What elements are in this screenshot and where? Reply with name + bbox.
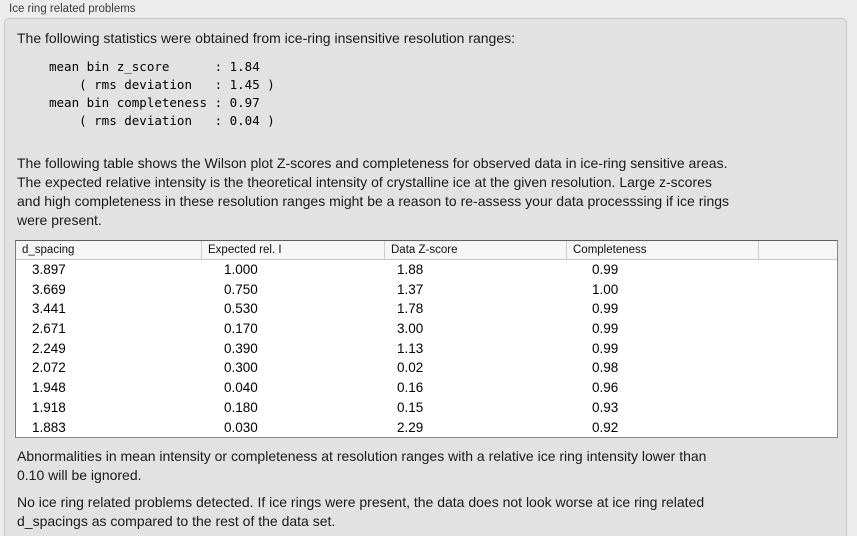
table-cell: 3.00 xyxy=(397,321,424,337)
table-cell: 0.300 xyxy=(224,360,258,376)
table-cell: 0.99 xyxy=(592,301,619,317)
table-cell: 0.02 xyxy=(397,360,424,376)
table-cell xyxy=(759,280,837,300)
table-cell: 0.99 xyxy=(592,321,619,337)
column-header-data-z-score[interactable]: Data Z-score xyxy=(385,241,567,259)
table-cell: 0.170 xyxy=(224,321,258,337)
table-cell: 0.390 xyxy=(224,340,258,356)
table-cell: 1.000 xyxy=(224,262,258,277)
table-cell: 3.897 xyxy=(32,262,66,277)
table-cell xyxy=(759,398,837,418)
table-row[interactable]: 1.883 0.030 2.29 0.92 xyxy=(16,417,837,438)
ice-ring-group-box: The following statistics were obtained f… xyxy=(4,18,847,536)
table-cell: 3.669 xyxy=(32,281,66,297)
table-cell: 1.13 xyxy=(397,340,424,356)
table-cell: 0.530 xyxy=(224,301,258,317)
table-cell: 2.671 xyxy=(32,321,66,337)
panel-title: Ice ring related problems xyxy=(9,3,136,15)
table-cell: 0.16 xyxy=(397,380,424,396)
table-cell: 0.99 xyxy=(592,262,619,277)
table-cell: 0.750 xyxy=(224,281,258,297)
column-header-empty[interactable] xyxy=(759,241,837,259)
table-cell: 1.883 xyxy=(32,419,66,435)
ignore-note-text: Abnormalities in mean intensity or compl… xyxy=(17,448,707,483)
column-header-expected-rel-i[interactable]: Expected rel. I xyxy=(202,241,385,259)
table-row[interactable]: 3.897 1.000 1.88 0.99 xyxy=(16,260,837,280)
table-body: 3.897 1.000 1.88 0.99 3.669 0.750 1.37 1.00 3.44… xyxy=(16,260,837,437)
table-cell xyxy=(759,299,837,319)
table-cell: 0.98 xyxy=(592,360,619,376)
table-cell xyxy=(759,339,837,359)
table-cell: 1.948 xyxy=(32,380,66,396)
conclusion-text: No ice ring related problems detected. I… xyxy=(17,494,705,529)
table-cell xyxy=(759,418,837,438)
table-cell: 1.37 xyxy=(397,281,424,297)
table-cell: 0.96 xyxy=(592,380,619,396)
table-cell: 0.180 xyxy=(224,399,258,415)
table-cell: 0.040 xyxy=(224,380,258,396)
table-cell: 0.15 xyxy=(397,399,424,415)
table-row[interactable]: 1.948 0.040 0.16 0.96 xyxy=(16,378,837,398)
table-row[interactable]: 2.671 0.170 3.00 0.99 xyxy=(16,319,837,339)
table-cell xyxy=(759,378,837,398)
table-cell: 1.78 xyxy=(397,301,424,317)
table-cell: 2.249 xyxy=(32,340,66,356)
table-cell: 0.92 xyxy=(592,419,619,435)
table-cell: 2.072 xyxy=(32,360,66,376)
table-cell: 0.93 xyxy=(592,399,619,415)
table-row[interactable]: 3.669 0.750 1.37 1.00 xyxy=(16,279,837,300)
table-row[interactable]: 2.072 0.300 0.02 0.98 xyxy=(16,358,837,379)
table-row[interactable]: 2.249 0.390 1.13 0.99 xyxy=(16,338,837,359)
table-cell xyxy=(759,358,837,378)
table-cell: 1.00 xyxy=(592,281,619,297)
table-row[interactable]: 1.918 0.180 0.15 0.93 xyxy=(16,397,837,418)
table-cell: 0.030 xyxy=(224,419,258,435)
table-cell xyxy=(759,260,837,280)
table-cell: 1.88 xyxy=(397,262,424,277)
table-intro-text: The following table shows the Wilson plo… xyxy=(17,155,730,228)
column-header-d-spacing[interactable]: d_spacing xyxy=(16,241,202,259)
table-header-row: d_spacing Expected rel. I Data Z-score Comp… xyxy=(16,241,837,260)
table-row[interactable]: 3.441 0.530 1.78 0.99 xyxy=(16,299,837,320)
column-header-completeness[interactable]: Completeness xyxy=(567,241,759,259)
ice-ring-stats-block: mean bin z_score : 1.84 ( rms deviation … xyxy=(49,59,275,128)
table-cell xyxy=(759,319,837,339)
ice-ring-table[interactable]: d_spacing Expected rel. I Data Z-score Comp… xyxy=(15,240,838,438)
table-cell: 3.441 xyxy=(32,301,66,317)
intro-text: The following statistics were obtained f… xyxy=(17,30,516,46)
table-cell: 2.29 xyxy=(397,419,424,435)
table-cell: 1.918 xyxy=(32,399,66,415)
table-cell: 0.99 xyxy=(592,340,619,356)
